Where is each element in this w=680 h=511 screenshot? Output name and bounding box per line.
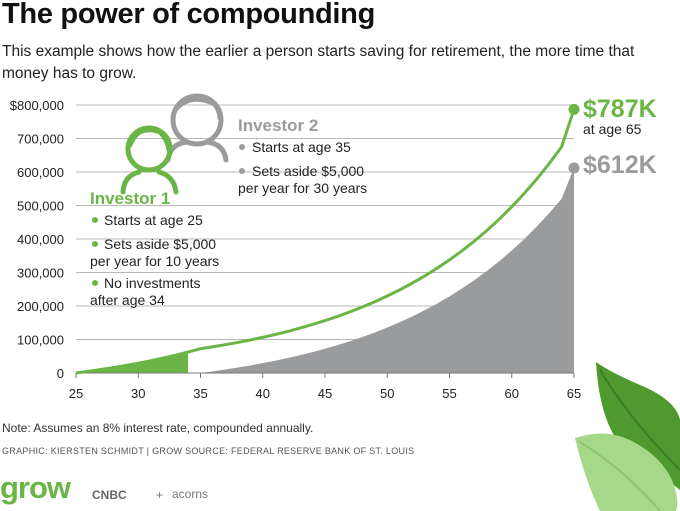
investor2-end-value: $612K — [583, 151, 657, 179]
page-subtitle: This example shows how the earlier a per… — [2, 43, 635, 82]
investor2-bullet-2: Sets aside $5,000 per year for 30 years — [238, 163, 367, 196]
y-tick-label: 0 — [57, 366, 64, 381]
investor1-bullet-dot — [92, 241, 98, 247]
investor1-end-value: $787K — [583, 95, 657, 123]
investor1-bullet-2: Sets aside $5,000 per year for 10 years — [90, 236, 219, 269]
investor2-bullet-dot — [239, 168, 245, 174]
y-tick-label: 300,000 — [17, 266, 64, 281]
grid-lines — [76, 104, 574, 340]
y-tick-label: 400,000 — [17, 232, 64, 247]
y-tick-label: 200,000 — [17, 299, 64, 314]
investor1-bullet-3: No investments after age 34 — [90, 275, 200, 308]
cnbc-logo: CNBC — [92, 488, 127, 502]
investor1-name: Investor 1 — [90, 189, 170, 208]
credits: GRAPHIC: KIERSTEN SCHMIDT | GROW SOURCE:… — [2, 446, 415, 456]
investor1-avatar-icon — [120, 125, 179, 195]
dark-leaf-vein-icon — [599, 369, 680, 471]
x-tick-label: 25 — [69, 386, 83, 401]
x-tick-label: 40 — [256, 386, 270, 401]
investor1-bullet-dot — [92, 280, 98, 286]
grow-logo: grow — [0, 470, 71, 505]
x-tick-label: 30 — [131, 386, 145, 401]
y-tick-label: 100,000 — [17, 333, 64, 348]
footnote: Note: Assumes an 8% interest rate, compo… — [2, 421, 314, 435]
y-tick-label: 600,000 — [17, 165, 64, 180]
investor2-bullet-dot — [239, 144, 245, 150]
axes: 0 100,000 200,000 300,000 400,000 500,000 600,… — [10, 98, 581, 401]
dark-leaf-icon — [596, 362, 680, 490]
investor1-bullet-1: Starts at age 25 — [104, 212, 203, 228]
investor1-area — [76, 352, 189, 373]
investor1-end-caption: at age 65 — [583, 121, 642, 137]
investor2-bullet-1: Starts at age 35 — [252, 139, 351, 155]
investor2-area — [200, 167, 574, 373]
x-tick-label: 35 — [193, 386, 207, 401]
x-tick-label: 65 — [567, 386, 581, 401]
light-leaf-icon — [575, 433, 678, 511]
x-tick-label: 50 — [380, 386, 394, 401]
investor1-bullet-dot — [92, 217, 98, 223]
y-tick-label: 700,000 — [17, 132, 64, 147]
x-tick-label: 45 — [318, 386, 332, 401]
page-title: The power of compounding — [2, 0, 375, 30]
acorns-logo: acorns — [172, 487, 209, 501]
x-tick-label: 60 — [505, 386, 519, 401]
series-areas — [76, 167, 574, 373]
investor1-end-point — [568, 103, 580, 115]
investor2-name: Investor 2 — [238, 116, 318, 135]
y-tick-label: 500,000 — [17, 199, 64, 214]
investor2-end-point — [568, 162, 580, 174]
series-lines — [75, 103, 580, 375]
logo-separator: + — [156, 488, 164, 502]
investor1-line — [75, 108, 576, 375]
light-leaf-vein-icon — [579, 441, 661, 511]
x-tick-label: 55 — [442, 386, 456, 401]
y-tick-label: $800,000 — [10, 98, 64, 113]
